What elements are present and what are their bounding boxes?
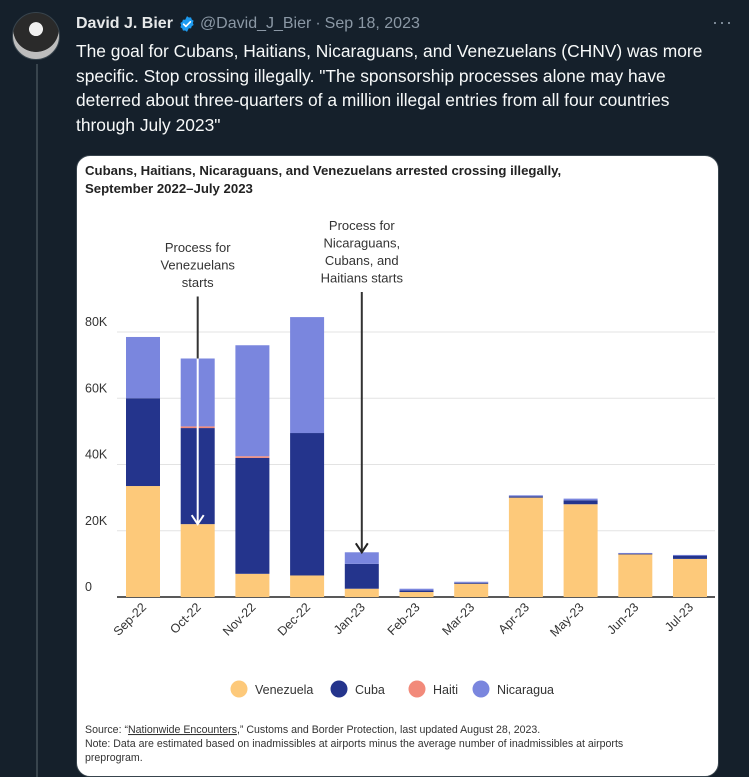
bar-segment-nicaragua [563,498,598,501]
legend-swatch-haiti [408,680,426,698]
bar-segment-nicaragua [290,317,325,434]
bar-segment-nicaragua [508,495,543,497]
chart-legend: Venezuela Cuba Haiti Nicaragua [230,680,554,698]
bar-segment-venezuela [399,592,434,597]
stacked-bar-chart: Cubans, Haitians, Nicaraguans, and Venez… [85,163,715,764]
y-tick-label: 20K [85,514,108,528]
legend-swatch-venezuela [230,680,248,698]
bar-segment-haiti [235,456,270,458]
bars-group [126,317,707,597]
author-avatar[interactable] [12,12,60,60]
source-link: Nationwide Encounters [128,724,237,736]
x-tick-label: Feb-23 [385,600,423,638]
bar-segment-nicaragua [618,552,653,554]
separator-dot: · [315,15,321,32]
annotation-text: Nicaraguans, [323,236,400,251]
bar-segment-venezuela [563,504,598,597]
bar-segment-cuba [235,457,270,574]
tweet-body-text: The goal for Cubans, Haitians, Nicaragua… [76,41,703,135]
x-tick-label: Sep-22 [111,600,149,638]
annotations: Process for Venezuelans starts Process for N… [160,218,404,555]
bar-segment-venezuela [180,524,215,597]
annotation-arrow-head [354,542,369,555]
bar-segment-venezuela [290,575,325,597]
x-tick-label: Oct-22 [167,600,203,636]
bar-segment-nicaragua [399,588,434,591]
x-tick-label: Mar-23 [439,600,477,638]
annotation-text: starts [182,275,214,290]
bar-segment-venezuela [344,588,379,597]
y-tick-label: 0 [85,580,92,594]
bar-segment-venezuela [508,497,543,597]
legend-label: Venezuela [255,683,313,697]
legend-label: Nicaragua [497,683,554,697]
tweet-header: David J. Bier @David_J_Bier · Sep 18, 20… [76,13,733,35]
bar-segment-cuba [563,500,598,505]
bar-segment-venezuela [235,573,270,597]
chart-note-line1: Note: Data are estimated based on inadmi… [85,738,623,750]
bar-segment-cuba [673,555,707,559]
thread-connector-line [36,64,38,777]
bar-segment-venezuela [673,558,707,597]
y-tick-label: 80K [85,315,108,329]
annotation-text: Haitians starts [321,271,404,286]
bar-segment-venezuela [618,553,653,597]
x-tick-label: Apr-23 [496,600,532,636]
annotation-text: Venezuelans [160,258,235,273]
x-tick-label: Dec-22 [275,600,313,638]
annotation-arrow-head [190,514,205,526]
bar-segment-nicaragua [235,345,270,457]
y-axis-ticks: 0 20K 40K 60K 80K [85,315,108,594]
chart-title-line1: Cubans, Haitians, Nicaraguans, and Venez… [85,163,561,178]
source-suffix: ,” Customs and Border Protection, last u… [237,724,540,736]
bar-segment-nicaragua [454,581,489,583]
x-tick-label: Jun-23 [604,600,641,637]
bar-segment-cuba [290,433,325,576]
x-tick-label: Jul-23 [662,600,696,634]
bar-segment-nicaragua [673,554,707,556]
author-handle[interactable]: @David_J_Bier [199,15,312,32]
legend-label: Cuba [355,683,385,697]
bar-segment-cuba [344,563,379,589]
x-tick-label: Nov-22 [220,600,258,638]
legend-swatch-nicaragua [472,680,490,698]
more-horizontal-icon[interactable]: ··· [712,12,733,32]
bar-segment-cuba [508,496,543,498]
x-axis-labels: Sep-22 Oct-22 Nov-22 Dec-22 Jan-23 Feb-23 Mar-… [111,600,696,639]
bar-segment-nicaragua [126,336,160,399]
chart-note-line2: preprogram. [85,752,143,764]
bar-segment-cuba [126,398,160,487]
source-prefix: Source: “ [85,724,128,736]
bar-segment-cuba [618,553,653,555]
bar-segment-cuba [454,582,489,584]
legend-label: Haiti [433,683,458,697]
bar-segment-venezuela [126,486,160,597]
chart-title-line2: September 2022–July 2023 [85,181,253,196]
legend-swatch-cuba [330,680,348,698]
verified-badge-icon [180,16,194,32]
tweet-date[interactable]: Sep 18, 2023 [324,15,420,32]
bar-segment-cuba [399,590,434,593]
annotation-text: Process for [165,240,231,255]
bar-segment-nicaragua [344,552,379,564]
chart-source: Source: “Nationwide Encounters,” Customs… [85,724,540,736]
y-tick-label: 40K [85,448,108,462]
x-tick-label: Jan-23 [331,600,368,637]
chart-image-card[interactable]: Cubans, Haitians, Nicaraguans, and Venez… [76,155,719,777]
x-tick-label: May-23 [547,600,586,639]
author-name[interactable]: David J. Bier [76,15,173,32]
bar-segment-venezuela [454,583,489,597]
y-tick-label: 60K [85,381,108,395]
annotation-text: Cubans, and [325,253,399,268]
annotation-text: Process for [329,218,395,233]
